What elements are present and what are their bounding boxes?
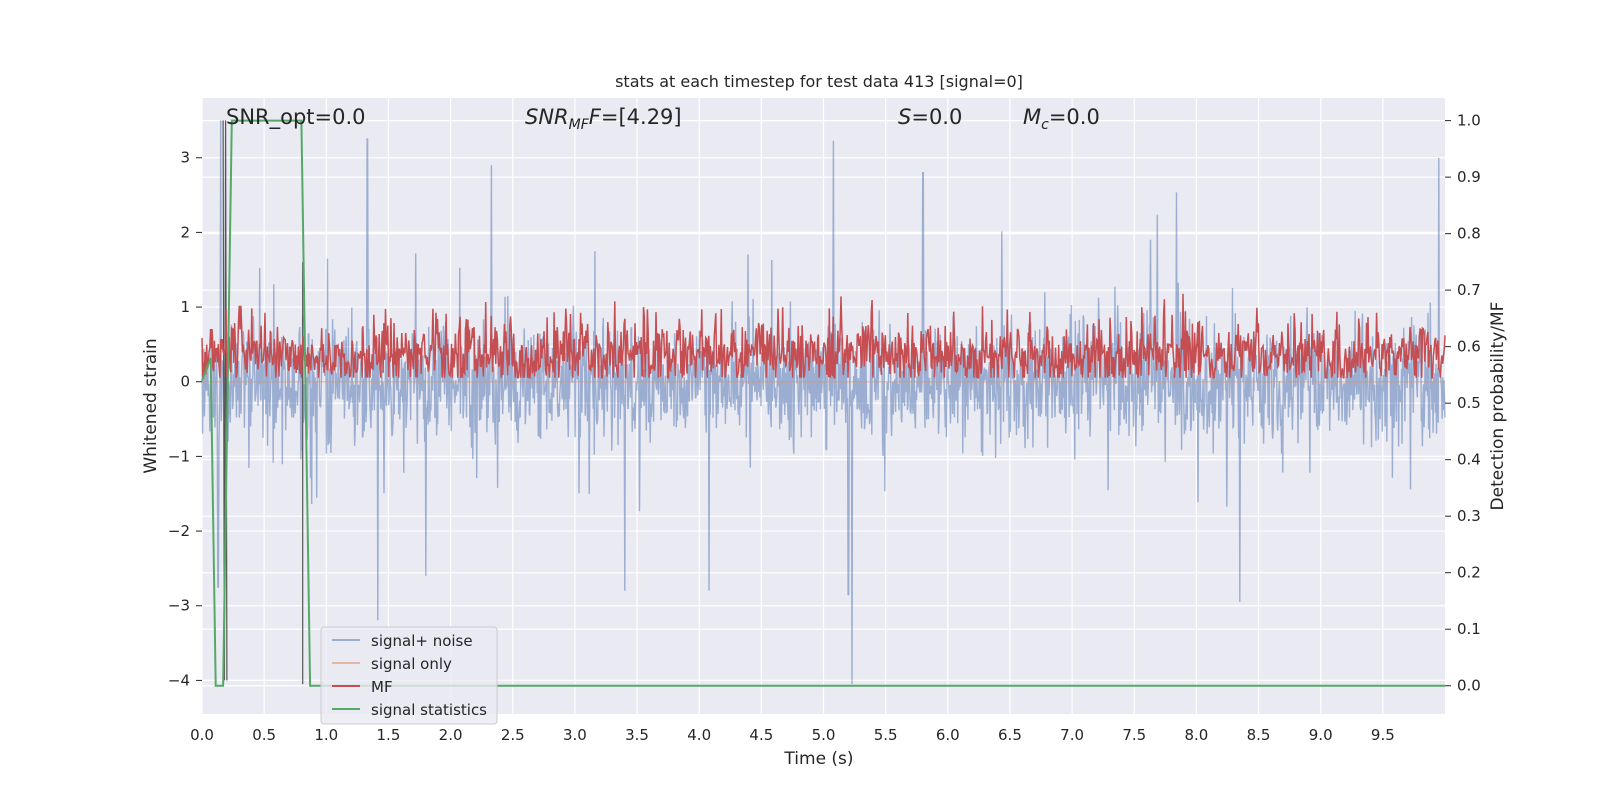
right-y-tick-label: 0.8: [1457, 225, 1481, 243]
legend-label-mf: MF: [371, 678, 393, 696]
x-tick-label: 0.0: [190, 726, 214, 744]
x-tick-label: 2.5: [501, 726, 525, 744]
x-tick-label: 2.0: [439, 726, 463, 744]
x-tick-label: 7.0: [1060, 726, 1084, 744]
x-tick-label: 9.0: [1309, 726, 1333, 744]
legend-label-signal-only: signal only: [371, 655, 452, 673]
x-tick-label: 6.5: [998, 726, 1022, 744]
series-layer: [201, 119, 1446, 687]
left-y-tick-label: −3: [168, 597, 190, 615]
s-annotation: S=0.0: [898, 105, 962, 129]
left-y-axis-label: Whitened strain: [141, 338, 161, 473]
right-y-tick-label: 0.3: [1457, 507, 1481, 525]
right-y-tick-label: 0.4: [1457, 451, 1481, 469]
mc-var: M: [1023, 105, 1041, 129]
s-var: S: [898, 105, 911, 129]
x-tick-label: 1.5: [377, 726, 401, 744]
x-tick-label: 1.0: [314, 726, 338, 744]
left-y-tick-label: 2: [180, 223, 190, 241]
snr-mf-var2: F: [589, 105, 602, 129]
x-tick-label: 6.0: [936, 726, 960, 744]
left-y-tick-label: 3: [180, 149, 190, 167]
mc-sub: c: [1041, 117, 1049, 133]
snr-mf-var: SNR: [525, 105, 569, 129]
left-y-tick-label: 0: [180, 373, 190, 391]
snr-mf-annotation: SNRMFF=[4.29]: [525, 105, 682, 133]
x-tick-label: 0.5: [252, 726, 276, 744]
series-mf-line: [201, 293, 1446, 379]
chart-title: stats at each timestep for test data 413…: [615, 72, 1023, 91]
mc-value: =0.0: [1049, 105, 1100, 129]
legend-label-signal-statistics: signal statistics: [371, 701, 487, 719]
x-tick-label: 4.5: [749, 726, 773, 744]
legend-label-signal-noise: signal+ noise: [371, 632, 473, 650]
snr-opt-annotation: SNR_opt=0.0: [226, 105, 366, 130]
series-signal-statistics-line: [201, 119, 1445, 687]
x-tick-label: 3.5: [625, 726, 649, 744]
right-y-tick-label: 1.0: [1457, 112, 1481, 130]
x-tick-label: 5.0: [812, 726, 836, 744]
right-y-tick-label: 0.6: [1457, 338, 1481, 356]
right-y-tick-label: 0.0: [1457, 677, 1481, 695]
right-y-tick-label: 0.9: [1457, 168, 1481, 186]
x-tick-label: 7.5: [1122, 726, 1146, 744]
right-y-tick-label: 0.1: [1457, 620, 1481, 638]
snr-mf-value: =[4.29]: [601, 105, 682, 129]
x-tick-label: 4.0: [687, 726, 711, 744]
x-tick-label: 9.5: [1371, 726, 1395, 744]
x-tick-label: 5.5: [874, 726, 898, 744]
x-tick-label: 8.0: [1184, 726, 1208, 744]
x-axis-label: Time (s): [783, 749, 853, 769]
legend: signal+ noise signal only MF signal stat…: [320, 626, 498, 725]
right-y-tick-label: 0.2: [1457, 564, 1481, 582]
snr-mf-sub: MF: [569, 117, 590, 133]
right-y-axis-label: Detection probability/MF: [1488, 302, 1508, 511]
series-signal-noise-line: [201, 120, 1446, 685]
right-y-tick-label: 0.7: [1457, 281, 1481, 299]
left-y-tick-label: −2: [168, 522, 190, 540]
dark-trace-line: [222, 120, 228, 681]
x-tick-label: 8.5: [1247, 726, 1271, 744]
left-y-tick-label: 1: [180, 298, 190, 316]
ticks-layer: 0.0 0.5 1.0 1.5 2.0 2.5 3.0 3.5 4.0 4.5 5.0 5.5 6.0 6…: [168, 112, 1481, 744]
left-y-tick-label: −4: [168, 671, 190, 689]
x-tick-label: 3.0: [563, 726, 587, 744]
legend-box: [320, 626, 498, 725]
right-y-tick-label: 0.5: [1457, 394, 1481, 412]
mc-annotation: Mc=0.0: [1023, 105, 1100, 133]
s-value: =0.0: [911, 105, 962, 129]
left-y-tick-label: −1: [168, 447, 190, 465]
